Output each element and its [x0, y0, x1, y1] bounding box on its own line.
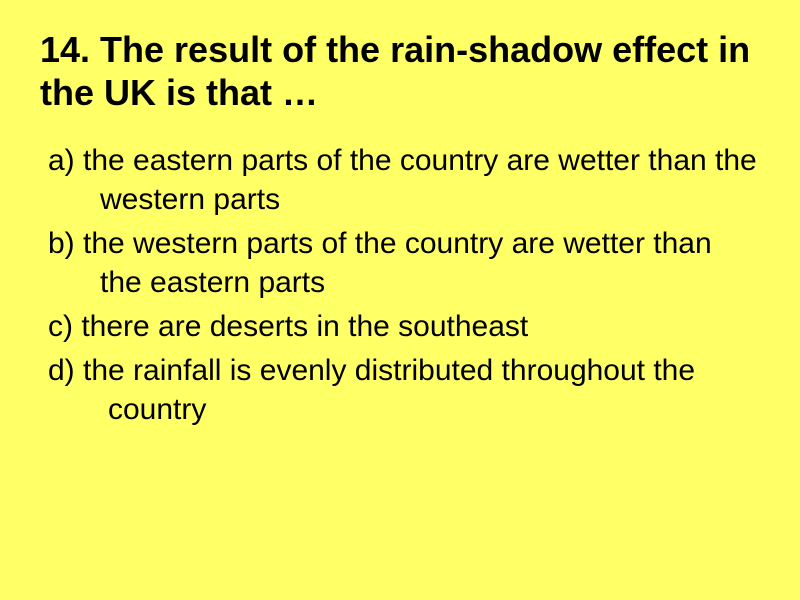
- option-d: d) the rainfall is evenly distributed th…: [48, 352, 760, 429]
- option-c: c) there are deserts in the southeast: [48, 308, 760, 346]
- option-a: a) the eastern parts of the country are …: [48, 142, 760, 219]
- options-list: a) the eastern parts of the country are …: [40, 142, 760, 429]
- question-title: 14. The result of the rain-shadow effect…: [40, 28, 760, 114]
- option-b: b) the western parts of the country are …: [48, 225, 760, 302]
